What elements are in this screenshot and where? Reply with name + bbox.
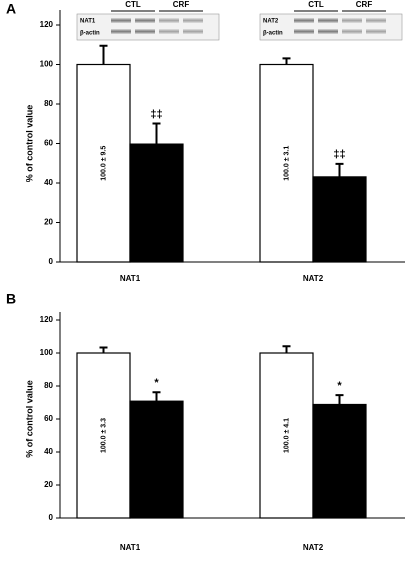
significance-marker: * [337,380,342,392]
y-tick-label: 40 [44,178,53,187]
significance-marker: ‡‡ [150,108,162,120]
y-tick-label: 60 [44,139,53,148]
value-label: 100.0 ± 9.5 [100,146,107,181]
panel-label: A [6,1,16,17]
error-bar [99,44,108,65]
bar [259,63,314,263]
y-tick-label: 60 [44,414,53,423]
value-label: 100.0 ± 3.3 [100,418,107,453]
blot-band [342,18,362,23]
blot-inset: NAT2 β-actin CTL CRF [259,0,403,41]
blot-band [318,29,338,34]
blot-band [366,18,386,23]
bar [312,176,367,263]
value-label: 59.7 ± 10.4 [153,185,160,220]
blot-band [294,18,314,23]
y-tick-label: 120 [40,315,54,324]
x-tick-label: NAT2 [303,274,324,283]
blot-protein-label: NAT1 [80,19,96,25]
y-tick-label: 100 [40,348,54,357]
blot-group-label: CTL [125,0,141,9]
value-label: 43.1 ± 6.6 [336,204,343,235]
blot-group-label: CTL [308,0,324,9]
error-bar [335,394,344,405]
value-label: 100.0 ± 3.1 [283,146,290,181]
blot-band [111,18,131,23]
y-axis-label: % of control value [24,105,34,183]
bar [76,352,131,519]
blot-band [111,29,131,34]
y-tick-label: 100 [40,60,54,69]
y-tick-label: 80 [44,381,53,390]
value-label: 100.0 ± 4.1 [283,418,290,453]
error-bar [335,162,344,177]
y-tick-label: 20 [44,480,53,489]
y-tick-label: 120 [40,20,54,29]
blot-band [159,29,179,34]
blot-group-label: CRF [173,0,190,9]
blot-band [366,29,386,34]
y-axis-label: % of control value [24,380,34,458]
blot-band [183,18,203,23]
blot-band [183,29,203,34]
value-label: 68.8 ± 5.7 [336,446,343,477]
error-bar [99,346,108,353]
y-tick-label: 40 [44,447,53,456]
error-bar [152,391,161,402]
blot-band [318,18,338,23]
value-label: 70.8 ± 5.4 [153,444,160,475]
error-bar [152,122,161,145]
blot-band [159,18,179,23]
blot-inset: NAT1 β-actin CTL CRF [76,0,220,41]
blot-control-label: β-actin [263,31,283,37]
y-tick-label: 0 [49,513,54,522]
blot-band [135,29,155,34]
significance-marker: * [154,377,159,389]
significance-marker: ‡‡ [333,149,345,161]
x-tick-label: NAT1 [120,543,141,552]
bar [129,143,184,263]
x-tick-label: NAT2 [303,543,324,552]
blot-band [294,29,314,34]
blot-band [342,29,362,34]
blot-group-label: CRF [356,0,373,9]
blot-protein-label: NAT2 [263,19,279,25]
error-bar [282,345,291,353]
blot-band [135,18,155,23]
panel-label: B [6,291,16,307]
y-tick-label: 20 [44,218,53,227]
blot-control-label: β-actin [80,31,100,37]
error-bar [282,57,291,65]
y-tick-label: 0 [49,257,54,266]
y-tick-label: 80 [44,99,53,108]
x-tick-label: NAT1 [120,274,141,283]
